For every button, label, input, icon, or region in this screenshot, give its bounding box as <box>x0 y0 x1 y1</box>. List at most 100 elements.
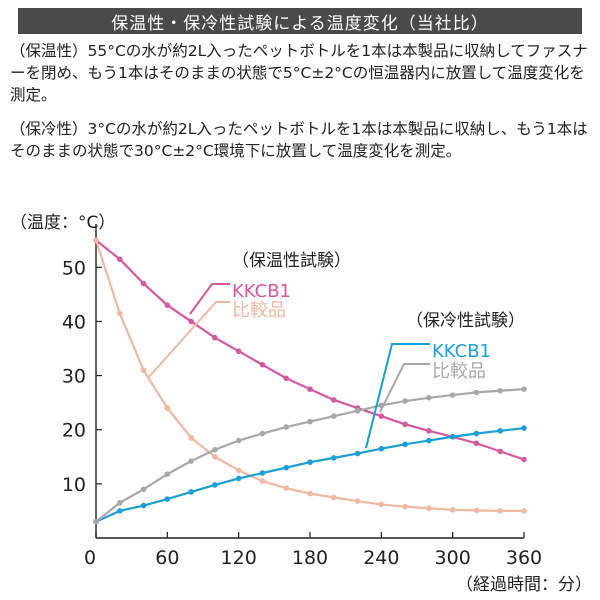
data-point <box>93 237 99 244</box>
data-point <box>188 489 194 495</box>
data-point <box>426 394 432 401</box>
data-point <box>307 490 313 497</box>
data-point <box>521 456 527 463</box>
data-point <box>354 450 361 457</box>
data-point <box>212 453 218 460</box>
data-point <box>235 348 242 355</box>
data-point <box>330 397 337 403</box>
data-point <box>212 334 218 341</box>
data-point <box>140 280 147 287</box>
x-tick-label: 120 <box>221 547 257 569</box>
data-point <box>521 508 527 514</box>
data-point <box>426 437 432 444</box>
data-point <box>93 518 99 525</box>
chart-title-bar: 保温性・保冷性試験による温度変化（当社比） <box>18 8 582 34</box>
legend-group-label: （保温性試験） <box>232 251 351 271</box>
data-point <box>426 505 432 512</box>
data-point <box>283 424 290 430</box>
data-point <box>402 421 408 428</box>
data-point <box>116 256 123 262</box>
data-point <box>497 428 504 434</box>
data-point <box>330 455 337 461</box>
data-point <box>307 459 313 466</box>
data-point <box>235 467 242 474</box>
legend-series-label: 比較品 <box>232 300 286 321</box>
legend-series-label: KKCB1 <box>232 281 291 302</box>
data-point <box>188 318 194 325</box>
data-point <box>188 458 194 464</box>
data-point <box>497 508 504 514</box>
data-point <box>116 500 123 506</box>
x-tick-label: 180 <box>292 547 328 569</box>
data-point <box>402 441 408 448</box>
data-point <box>330 494 337 501</box>
data-point <box>259 430 266 437</box>
chart-axes: 10 20 30 40 50 0 60 120 180 240 300 360 （温度：°C） （経過時間… <box>10 213 592 595</box>
chart-title: 保温性・保冷性試験による温度変化（当社比） <box>111 13 489 34</box>
data-point <box>164 496 171 502</box>
data-point <box>259 478 266 484</box>
series-line <box>95 427 525 523</box>
legend-series-label: 比較品 <box>432 361 486 382</box>
data-point <box>354 407 361 414</box>
data-point <box>307 386 313 392</box>
y-tick-label: 40 <box>62 311 86 333</box>
x-tick-label: 360 <box>506 547 542 569</box>
data-point <box>497 448 504 455</box>
legend-group-label: （保冷性試験） <box>406 311 525 331</box>
data-point <box>330 413 337 419</box>
data-point <box>449 433 456 440</box>
data-point <box>283 464 290 471</box>
x-tick-label: 300 <box>435 547 471 569</box>
legend-leader-line <box>365 343 430 449</box>
legend-series-label: KKCB1 <box>432 341 491 362</box>
data-point <box>140 502 147 509</box>
y-tick-label: 30 <box>62 366 86 388</box>
y-tick-label: 20 <box>62 420 86 442</box>
data-point <box>521 425 527 431</box>
data-point <box>402 398 408 404</box>
data-point <box>378 445 385 452</box>
x-tick-label: 240 <box>363 547 399 569</box>
legend-leader-line <box>189 283 230 315</box>
data-point <box>235 475 242 482</box>
y-tick-label: 10 <box>62 474 86 496</box>
data-point <box>307 418 313 425</box>
data-point <box>140 486 147 493</box>
legend-leader-line <box>147 301 230 379</box>
data-point <box>259 361 266 368</box>
description-cold-test: （保冷性）3°Cの水が約2L入ったペットボトルを1本は本製品に収納し、もう1本は… <box>10 120 588 160</box>
data-point <box>164 471 171 477</box>
description-warm-test: （保温性）55°Cの水が約2L入ったペットボトルを1本は本製品に収納してファスナ… <box>10 42 588 104</box>
data-point <box>283 375 290 382</box>
data-point <box>449 392 456 398</box>
x-axis-label: （経過時間：分） <box>456 575 592 595</box>
y-tick-label: 50 <box>62 257 86 279</box>
data-point <box>473 430 480 437</box>
data-point <box>378 413 385 419</box>
x-tick-label: 0 <box>84 547 96 569</box>
data-point <box>449 507 456 513</box>
chart-lines <box>93 237 527 525</box>
data-point <box>235 437 242 444</box>
data-point <box>140 367 147 373</box>
data-point <box>164 302 171 309</box>
data-point <box>521 386 527 392</box>
data-point <box>188 435 194 441</box>
x-tick-label: 60 <box>155 547 179 569</box>
data-point <box>473 440 480 447</box>
data-point <box>378 501 385 508</box>
legend-leader-line <box>379 363 430 413</box>
data-point <box>473 507 480 514</box>
data-point <box>473 389 480 396</box>
data-point <box>164 405 171 411</box>
data-point <box>497 387 504 394</box>
data-point <box>426 428 432 434</box>
data-point <box>212 482 218 488</box>
data-point <box>402 503 408 510</box>
data-point <box>354 498 361 504</box>
data-point <box>116 508 123 514</box>
data-point <box>116 310 123 317</box>
